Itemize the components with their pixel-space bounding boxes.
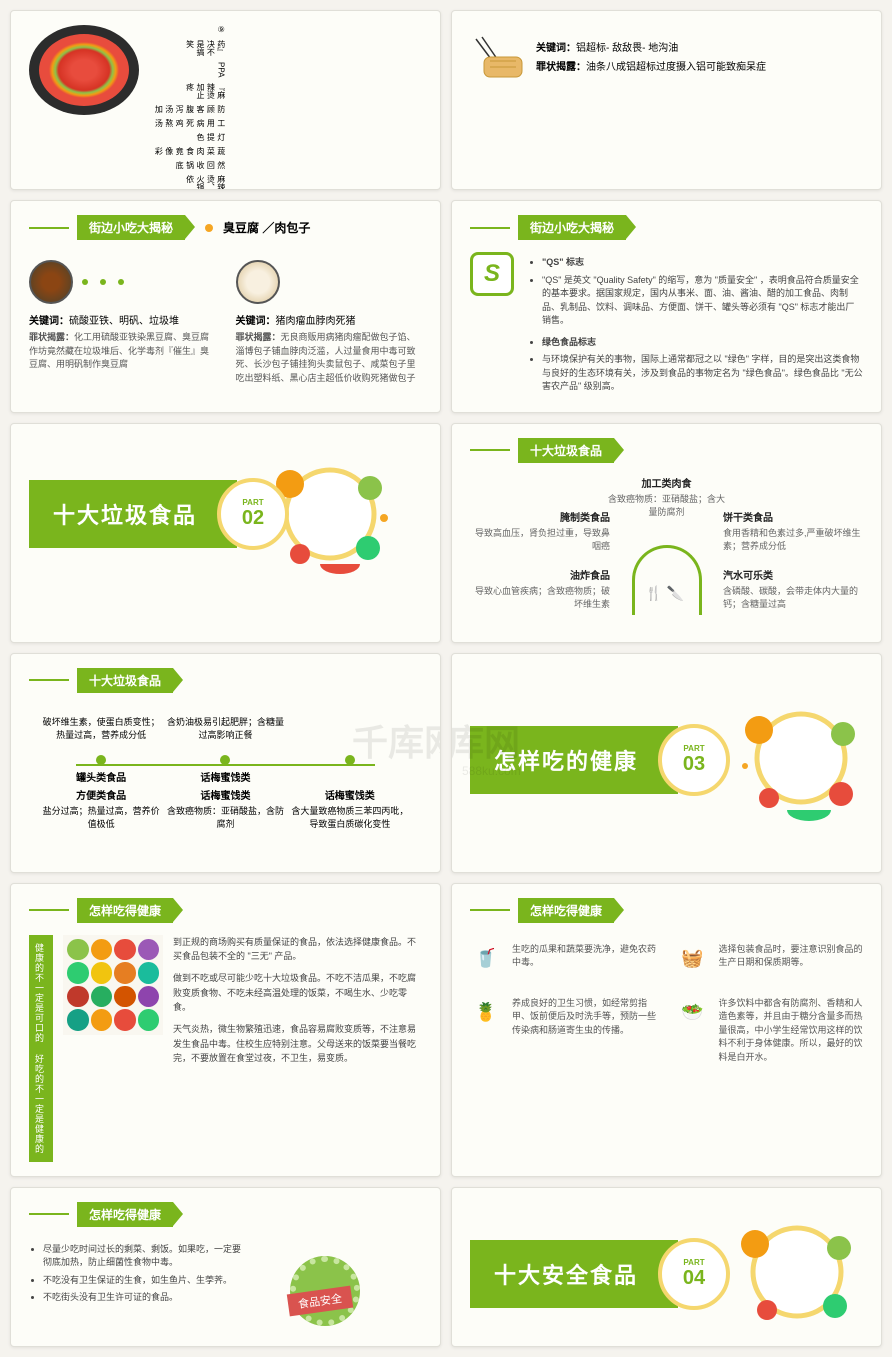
slide-junk-timeline: 十大垃圾食品 千库网 破坏维生素，使蛋白质变性；热量过高，营养成分低 含奶油极易… [10, 653, 441, 873]
slide-qs: 街边小吃大揭秘 S "QS" 标志 "QS" 是英文 "Quality Safe… [451, 200, 882, 413]
slide-grid: ⑨ 药』决不是搞笑 PPA 『麻辣烫加止疼 防顾客腹泻汤加 工用病死鸡熬汤 灯提… [0, 0, 892, 1357]
tip-item: 🍍 养成良好的卫生习惯，如经常剪指甲、饭前便后及时洗手等，预防一些传染病和肠道寄… [470, 997, 657, 1065]
slide-subtitle: 臭豆腐 ／肉包子 [223, 219, 310, 236]
health-para: 天气炎热，微生物繁殖迅速，食品容易腐败变质等，不注意易发生食品中毒。住校生应特别… [173, 1022, 422, 1065]
slide-choudoufu: 街边小吃大揭秘 臭豆腐 ／肉包子 关键词：硫酸亚铁、明矾、垃圾堆 罪状揭露：化工… [10, 200, 441, 413]
hotpot-illustration [29, 25, 139, 115]
slide-part04: 十大安全食品 PART 04 [451, 1187, 882, 1347]
section-tag: 怎样吃得健康 [518, 898, 614, 923]
slide-part02: 十大垃圾食品 PART 02 [10, 423, 441, 643]
chopsticks-youtiao-icon [470, 35, 524, 81]
qs-badge-icon: S [470, 252, 514, 296]
section-tag: 怎样吃得健康 [77, 1202, 173, 1227]
safety-badge: 食品安全 [290, 1256, 360, 1326]
green-title: 绿色食品标志 [542, 336, 863, 350]
part-number-circle: PART 02 [217, 478, 289, 550]
slide-junk-arc: 十大垃圾食品 加工类肉食 含致癌物质：亚硝酸盐；含大量防腐剂 腌制类食品 导致高… [451, 423, 882, 643]
stinky-tofu-icon [29, 260, 73, 304]
tip-item: 🧺 选择包装食品时，要注意识别食品的生产日期和保质期等。 [677, 943, 864, 975]
bullet-item: 不吃街头没有卫生许可证的食品。 [43, 1291, 249, 1305]
food-grid-illustration [63, 935, 163, 1035]
section-tag: 十大垃圾食品 [518, 438, 614, 463]
vertical-text-columns: ⑨ 药』决不是搞笑 PPA 『麻辣烫加止疼 防顾客腹泻汤加 工用病死鸡熬汤 灯提… [153, 25, 226, 115]
salad-icon: 🥗 [677, 997, 709, 1029]
crime-line: 罪状揭露：油条八成铝超标过度摄入铝可能致痴呆症 [536, 58, 766, 73]
bullet-item: 尽量少吃时间过长的剩菜、剩饭。如果吃，一定要彻底加热，防止细菌性食物中毒。 [43, 1243, 249, 1270]
juice-icon: 🥤 [470, 943, 502, 975]
slide-healthy-tips-1: 怎样吃得健康 健康的不一定是可口的 好吃的不一定是健康的 到正规的商场购买有质量… [10, 883, 441, 1177]
green-body: 与环境保护有关的事物，国际上通常都冠之以 "绿色" 字样，目的是突出这类食物与良… [542, 353, 863, 394]
utensils-icon: 🍴🔪 [645, 585, 688, 602]
baozi-icon [236, 260, 280, 304]
health-para: 做到不吃或尽可能少吃十大垃圾食品。不吃不洁瓜果，不吃腐败变质食物、不吃未经高温处… [173, 971, 422, 1014]
section-tag: 街边小吃大揭秘 [518, 215, 626, 240]
bullet-item: 不吃没有卫生保证的生食，如生鱼片、生荸荠。 [43, 1274, 249, 1288]
qs-title: "QS" 标志 [542, 256, 863, 270]
fruit-decoration [731, 688, 871, 828]
vertical-motto: 健康的不一定是可口的 好吃的不一定是健康的 [29, 935, 53, 1162]
basket-icon: 🧺 [677, 943, 709, 975]
part-number-circle: PART 03 [658, 724, 730, 796]
slide-malatang: ⑨ 药』决不是搞笑 PPA 『麻辣烫加止疼 防顾客腹泻汤加 工用病死鸡熬汤 灯提… [10, 10, 441, 190]
health-para: 到正规的商场购买有质量保证的食品，依法选择健康食品。不买食品包装不全的 "三无"… [173, 935, 422, 964]
part-title: 怎样吃的健康 [470, 726, 678, 794]
part-number-circle: PART 04 [658, 1238, 730, 1310]
pineapple-icon: 🍍 [470, 997, 502, 1029]
slide-healthy-tips-3: 怎样吃得健康 尽量少吃时间过长的剩菜、剩饭。如果吃，一定要彻底加热，防止细菌性食… [10, 1187, 441, 1347]
qs-body: "QS" 是英文 "Quality Safety" 的缩写，意为 "质量安全" … [542, 274, 863, 328]
slide-youtiao: 关键词：铝超标- 敌敌畏- 地沟油 罪状揭露：油条八成铝超标过度摄入铝可能致痴呆… [451, 10, 882, 190]
tip-item: 🥤 生吃的瓜果和蔬菜要洗净，避免农药中毒。 [470, 943, 657, 975]
section-tag: 怎样吃得健康 [77, 898, 173, 923]
tip-item: 🥗 许多饮料中都含有防腐剂、香精和人造色素等，并且由于糖分含量多而热量很高，中小… [677, 997, 864, 1065]
slide-healthy-tips-2: 怎样吃得健康 🥤 生吃的瓜果和蔬菜要洗净，避免农药中毒。 🧺 选择包装食品时，要… [451, 883, 882, 1177]
part-title: 十大垃圾食品 [29, 480, 237, 548]
section-tag: 街边小吃大揭秘 [77, 215, 185, 240]
fruit-decoration [727, 1202, 867, 1342]
slide-part03: 千库网 588ku.com 怎样吃的健康 PART 03 [451, 653, 882, 873]
part-title: 十大安全食品 [470, 1240, 678, 1308]
keyword-line: 关键词：铝超标- 敌敌畏- 地沟油 [536, 39, 766, 54]
section-tag: 十大垃圾食品 [77, 668, 173, 693]
